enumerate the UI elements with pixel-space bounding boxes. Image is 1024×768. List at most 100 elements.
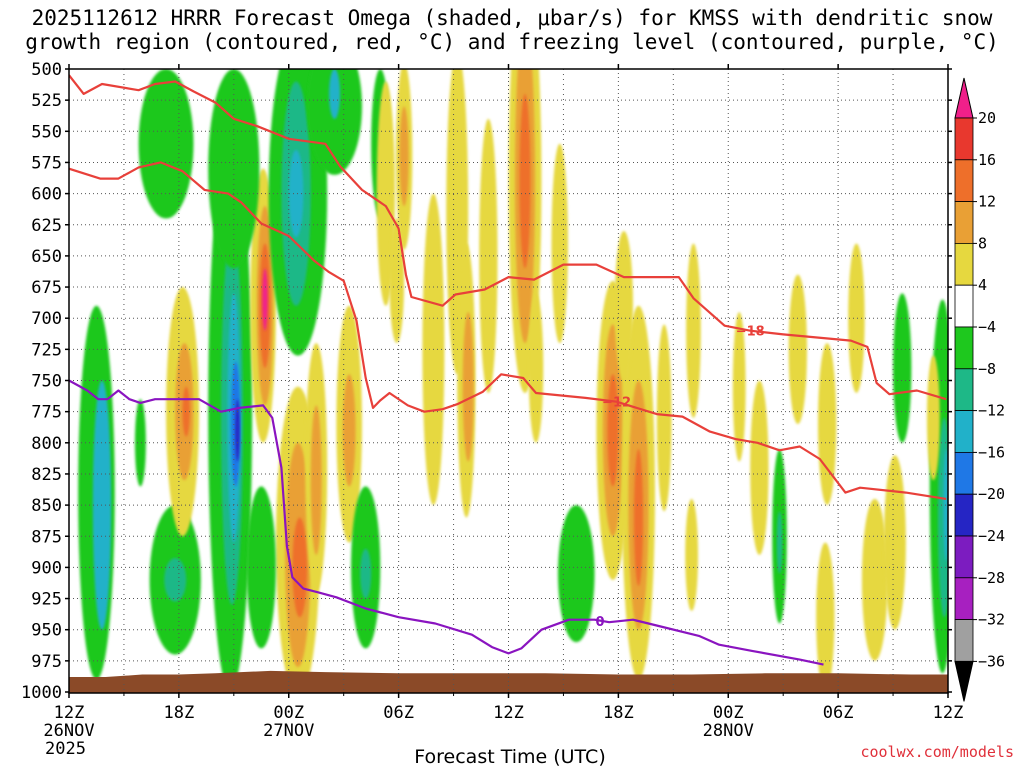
omega-cell-18 xyxy=(138,69,194,219)
omega-cell-12 xyxy=(235,399,240,462)
omega-cell-36 xyxy=(389,218,405,344)
x-tick-date: 26NOV xyxy=(43,721,94,741)
omega-cell-61 xyxy=(750,380,769,555)
x-tick-year: 2025 xyxy=(45,739,86,759)
x-tick-label: 12Z xyxy=(493,703,524,723)
y-tick-label: 500 xyxy=(31,60,62,80)
omega-cell-49 xyxy=(557,505,595,643)
title-line-2: growth region (contoured, red, °C) and f… xyxy=(25,30,999,54)
x-tick-label: 12Z xyxy=(933,703,964,723)
x-tick-label: 00Z xyxy=(713,703,744,723)
omega-cell-59 xyxy=(685,498,699,612)
contour-line-2 xyxy=(69,379,824,666)
omega-cell-70 xyxy=(883,455,906,630)
omega-cell-22 xyxy=(307,69,362,175)
colorbar-label: −20 xyxy=(978,485,1005,503)
chart-title: 2025112612 HRRR Forecast Omega (shaded, … xyxy=(0,6,1024,54)
colorbar-band xyxy=(954,117,974,161)
omega-cell-31 xyxy=(342,374,356,487)
contour-label-2: 0 xyxy=(596,615,605,630)
colorbar-label: −36 xyxy=(978,652,1005,670)
x-axis-label: Forecast Time (UTC) xyxy=(414,746,605,768)
y-tick-label: 1000 xyxy=(21,683,62,703)
omega-cell-52 xyxy=(607,374,619,487)
colorbar-top-arrow xyxy=(954,77,974,119)
y-tick-label: 975 xyxy=(31,652,62,672)
y-tick-label: 650 xyxy=(31,247,62,267)
omega-cell-16 xyxy=(262,268,268,331)
colorbar-band xyxy=(954,201,974,244)
colorbar-band xyxy=(954,451,974,495)
colorbar-label: 8 xyxy=(978,234,987,252)
colorbar-label: −16 xyxy=(978,443,1005,461)
colorbar-band xyxy=(954,493,974,537)
omega-cell-65 xyxy=(817,343,837,506)
contour-lines: −18 −12 0 xyxy=(69,74,947,666)
colorbar-label: −32 xyxy=(978,611,1005,629)
x-tick-label: 00Z xyxy=(273,703,304,723)
colorbar-label: −28 xyxy=(978,569,1005,587)
colorbar-label: −24 xyxy=(978,527,1005,545)
omega-cell-46 xyxy=(519,93,531,269)
x-tick-label: 12Z xyxy=(54,703,85,723)
omega-cell-38 xyxy=(399,106,409,207)
omega-cell-68 xyxy=(861,498,888,661)
colorbar-label: −4 xyxy=(978,318,996,336)
colorbar-band xyxy=(954,619,974,662)
x-tick-date: 27NOV xyxy=(263,721,314,741)
x-tick-label: 06Z xyxy=(823,703,854,723)
y-tick-label: 725 xyxy=(31,340,62,360)
omega-cell-58 xyxy=(686,243,701,418)
colorbar: 20 16 12 8 4 −4 −8 −12 −16 −20 −24 −28 −32 −36 xyxy=(954,77,1005,702)
omega-cell-7 xyxy=(182,386,190,437)
omega-cell-43 xyxy=(479,118,498,393)
colorbar-band xyxy=(954,410,974,453)
y-tick-label: 850 xyxy=(31,496,62,516)
y-tick-label: 775 xyxy=(31,403,62,423)
omega-cell-28 xyxy=(310,405,322,555)
colorbar-label: 4 xyxy=(978,276,987,294)
omega-cell-60 xyxy=(732,311,746,462)
contour-line-0 xyxy=(69,74,947,401)
y-tick-label: 875 xyxy=(31,527,62,547)
credit-text: coolwx.com/models xyxy=(860,743,1014,761)
y-tick-label: 600 xyxy=(31,185,62,205)
y-tick-label: 550 xyxy=(31,122,62,142)
y-tick-label: 675 xyxy=(31,278,62,298)
omega-cell-47 xyxy=(528,293,544,443)
colorbar-bottom-arrow xyxy=(954,660,974,702)
y-axis: 500 525 550 575 600 625 650 675 700 725 750 775 800 8… xyxy=(21,60,952,703)
colorbar-band xyxy=(954,242,974,286)
omega-cell-66 xyxy=(816,542,835,692)
x-tick-label: 18Z xyxy=(164,703,195,723)
y-tick-label: 575 xyxy=(31,153,62,173)
y-tick-label: 625 xyxy=(31,216,62,236)
omega-cell-67 xyxy=(848,243,865,393)
y-tick-label: 525 xyxy=(31,91,62,111)
omega-cell-33 xyxy=(360,548,372,599)
title-line-1: 2025112612 HRRR Forecast Omega (shaded, … xyxy=(31,6,993,30)
omega-cell-56 xyxy=(614,230,634,381)
y-tick-label: 700 xyxy=(31,309,62,329)
colorbar-band xyxy=(954,326,974,370)
colorbar-label: 20 xyxy=(978,109,996,127)
colorbar-label: 16 xyxy=(978,151,996,169)
colorbar-band xyxy=(954,535,974,579)
omega-cell-2 xyxy=(134,399,146,487)
y-tick-label: 825 xyxy=(31,465,62,485)
y-tick-label: 800 xyxy=(31,434,62,454)
omega-cell-69 xyxy=(893,293,912,443)
contour-line-1 xyxy=(69,161,947,500)
contour-label-0: −18 xyxy=(736,325,765,340)
omega-cell-21 xyxy=(288,149,304,238)
x-tick-date: 28NOV xyxy=(703,721,754,741)
contour-label-1: −12 xyxy=(602,396,631,411)
omega-cell-57 xyxy=(656,324,672,512)
omega-cell-73 xyxy=(926,355,940,481)
colorbar-band xyxy=(954,159,974,203)
y-tick-label: 950 xyxy=(31,621,62,641)
colorbar-band xyxy=(954,577,974,620)
omega-cell-42 xyxy=(462,311,474,462)
omega-cell-55 xyxy=(633,449,644,587)
